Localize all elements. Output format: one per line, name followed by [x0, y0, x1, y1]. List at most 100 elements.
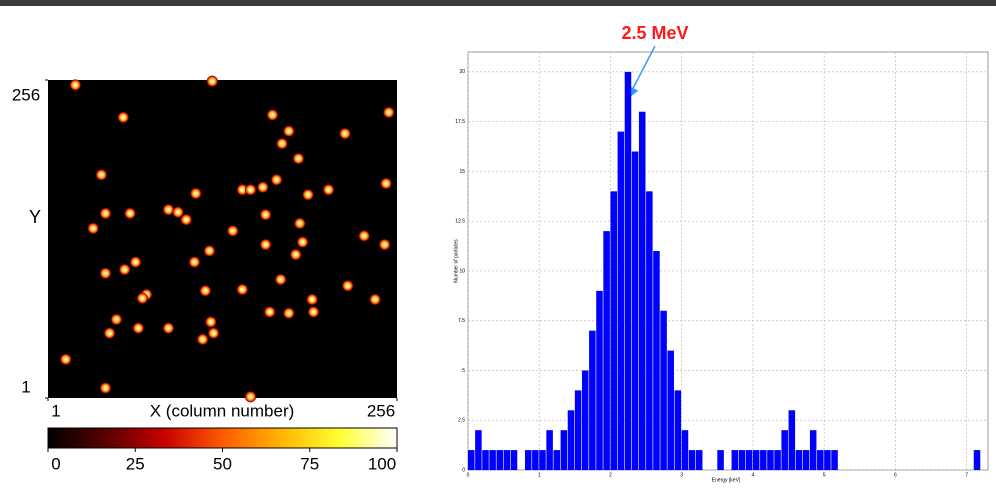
bar	[717, 450, 724, 470]
top-bar	[0, 0, 996, 6]
spot	[103, 327, 116, 340]
spot	[259, 238, 272, 251]
spot	[338, 127, 351, 140]
spot	[282, 125, 295, 138]
y-tick-label: 0	[462, 467, 465, 473]
spot	[206, 75, 219, 88]
spot	[117, 111, 130, 124]
bar	[524, 450, 532, 470]
bar	[510, 450, 518, 470]
bar	[745, 450, 753, 470]
bar	[482, 450, 489, 470]
x-tick-label: 256	[367, 401, 395, 420]
y-axis-label: Y	[29, 207, 41, 227]
bar	[831, 450, 838, 470]
spot	[263, 305, 276, 318]
y-tick-label: 20	[459, 69, 465, 75]
x-tick-label: 0	[467, 472, 470, 478]
bar	[731, 450, 739, 470]
bar	[809, 430, 817, 470]
spot	[322, 183, 335, 196]
colorbar	[47, 427, 398, 449]
spot	[110, 313, 123, 326]
spot	[226, 224, 239, 237]
spot	[236, 183, 249, 196]
bar	[574, 390, 582, 470]
bar	[475, 430, 482, 470]
spot	[341, 279, 354, 292]
bar	[674, 390, 682, 470]
spot	[259, 208, 272, 221]
bar	[660, 310, 667, 470]
bar	[774, 450, 781, 470]
bar	[468, 450, 475, 470]
colorbar-tick-label: 0	[51, 454, 60, 473]
bar	[824, 450, 831, 470]
spot	[118, 263, 131, 276]
spot	[99, 207, 112, 220]
spot	[302, 188, 315, 201]
y-tick-label: 1	[21, 377, 30, 396]
spot	[307, 305, 320, 318]
spot	[124, 207, 137, 220]
annotation: 2.5 MeV	[621, 23, 688, 43]
spot	[256, 181, 269, 194]
spot	[196, 333, 209, 346]
heatmap-background	[48, 80, 397, 398]
spot	[358, 229, 371, 242]
spot	[296, 236, 309, 249]
spot	[87, 222, 100, 235]
bar	[596, 290, 603, 470]
spot	[162, 203, 175, 216]
spot	[203, 244, 216, 257]
spot	[293, 217, 306, 230]
spot	[136, 292, 149, 305]
spot	[132, 322, 145, 335]
spot	[199, 284, 212, 297]
x-axis-label: Energy [keV]	[712, 477, 741, 483]
spot	[99, 382, 112, 395]
bar	[610, 191, 617, 471]
spot	[59, 353, 72, 366]
bar	[738, 450, 746, 470]
spot	[274, 273, 287, 286]
spot	[99, 267, 112, 280]
y-tick-label: 15	[459, 169, 465, 175]
bar	[802, 450, 810, 470]
spot	[207, 327, 220, 340]
spot	[189, 187, 202, 200]
x-tick-label: 2	[609, 472, 612, 478]
bar	[767, 450, 774, 470]
x-tick-label: 1	[538, 472, 541, 478]
bar	[546, 430, 553, 470]
bar	[617, 131, 625, 470]
bar	[653, 251, 660, 470]
spot	[129, 256, 142, 269]
spot	[236, 283, 249, 296]
bar	[973, 450, 981, 470]
bar	[638, 111, 646, 470]
y-tick-label: 5	[462, 368, 465, 374]
bar	[631, 151, 639, 470]
spot	[276, 137, 289, 150]
y-tick-label: 7.5	[458, 318, 465, 324]
bar	[581, 370, 589, 470]
x-tick-label: 5	[823, 472, 826, 478]
spot	[266, 108, 279, 121]
y-tick-label: 17.5	[455, 119, 465, 125]
x-axis-label: X (column number)	[150, 401, 295, 420]
bar	[589, 330, 596, 470]
spot	[382, 106, 395, 119]
bar	[795, 450, 803, 470]
bar	[646, 191, 653, 471]
spot	[69, 78, 82, 91]
bar	[532, 450, 539, 470]
bar	[553, 450, 561, 470]
spot	[380, 177, 393, 190]
bar	[667, 350, 674, 470]
bar	[539, 450, 546, 470]
colorbar-tick-label: 25	[126, 454, 145, 473]
spot	[95, 168, 108, 181]
spot	[244, 390, 257, 403]
spot	[172, 206, 185, 219]
